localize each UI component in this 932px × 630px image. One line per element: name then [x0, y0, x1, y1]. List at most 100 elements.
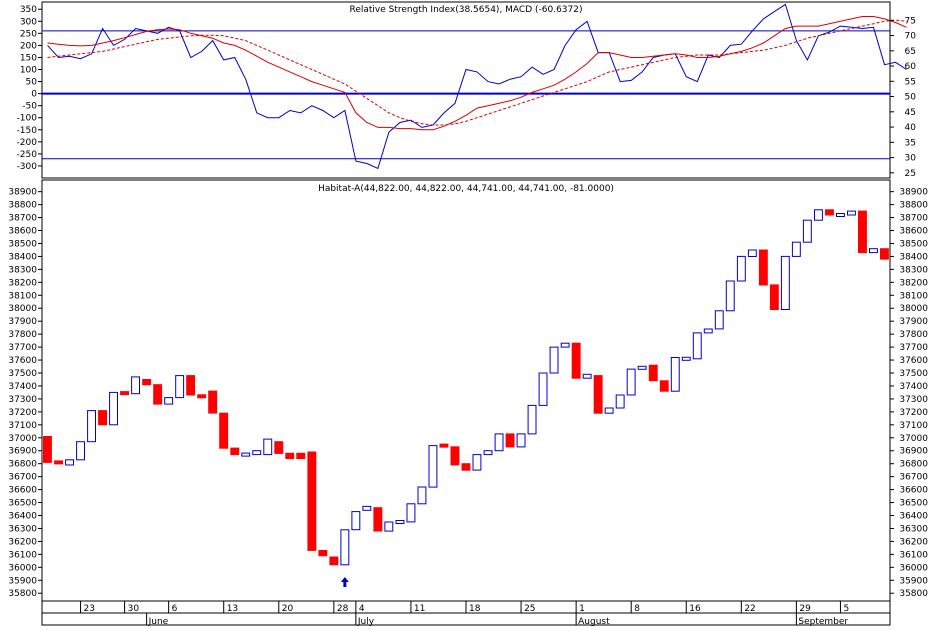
price-right-tick-label: 37300 [899, 395, 928, 405]
candle-30 [373, 507, 383, 532]
candle-21 [274, 441, 284, 454]
price-left-tick-label: 38700 [8, 214, 37, 224]
indicator-lines [47, 3, 907, 170]
price-panel-frame [41, 179, 891, 602]
price-right-tick-label: 36100 [899, 550, 928, 560]
price-left-tick-label: 38800 [8, 201, 37, 211]
candle-71 [825, 209, 834, 216]
candle-58 [681, 356, 691, 361]
month-tick-label: July [357, 617, 375, 626]
candle-76 [880, 248, 889, 260]
candle-25 [318, 550, 328, 557]
price-right-tick-label: 37000 [899, 434, 928, 444]
candle-69 [802, 219, 812, 243]
left-tick-label: -50 [22, 102, 37, 112]
candle-31 [384, 521, 394, 532]
left-tick-label: -100 [17, 114, 38, 124]
indicator-series-0 [47, 3, 907, 170]
candle-29 [362, 505, 372, 511]
candle-65 [758, 249, 768, 286]
candle-36 [439, 443, 449, 448]
right-tick-label: 50 [905, 93, 917, 103]
candle-13 [186, 375, 196, 396]
candle-35 [428, 445, 438, 488]
price-left-tick-label: 38500 [8, 239, 37, 249]
candle-16 [219, 412, 229, 449]
candle-0 [43, 436, 52, 463]
day-tick-label: 22 [744, 604, 755, 614]
price-right-tick-label: 38700 [899, 214, 928, 224]
price-left-tick-label: 37100 [8, 421, 37, 431]
candle-72 [836, 213, 845, 217]
candle-42 [505, 433, 515, 448]
indicator-series-2 [47, 19, 907, 126]
price-right-tick-label: 36500 [899, 499, 928, 509]
candle-7 [120, 391, 129, 396]
price-left-tick-label: 38000 [8, 304, 37, 314]
left-tick-label: -200 [17, 138, 38, 148]
candle-50 [593, 375, 603, 414]
price-left-tick-label: 38200 [8, 278, 37, 288]
price-right-tick-label: 38200 [899, 278, 928, 288]
day-tick-label: 18 [469, 604, 481, 614]
candle-63 [736, 255, 746, 282]
price-left-tick-label: 36400 [8, 512, 37, 522]
price-right-tick-label: 36900 [899, 447, 928, 457]
price-right-tick-label: 36700 [899, 473, 928, 483]
candle-73 [847, 210, 856, 216]
candle-34 [417, 486, 427, 505]
candle-39 [472, 454, 482, 471]
candle-8 [131, 376, 141, 395]
month-tick-label: June [148, 617, 169, 626]
candle-52 [615, 394, 625, 409]
marker-up-arrow-0 [340, 577, 349, 587]
price-left-tick-label: 37600 [8, 356, 37, 366]
candle-11 [164, 397, 174, 405]
candle-64 [747, 249, 757, 257]
price-left-tick-label: 37500 [8, 369, 37, 379]
left-tick-label: -300 [17, 162, 38, 172]
day-tick-label: 6 [172, 604, 178, 614]
candle-66 [769, 284, 779, 310]
price-right-tick-label: 38500 [899, 239, 928, 249]
candle-24 [307, 451, 317, 551]
indicator-panel-frame [41, 1, 891, 179]
price-right-tick-label: 37600 [899, 356, 928, 366]
price-right-tick-label: 35900 [899, 576, 928, 586]
left-tick-label: 150 [20, 53, 37, 63]
price-left-tick-label: 38400 [8, 252, 37, 262]
day-tick-label: 4 [359, 604, 365, 614]
price-right-tick-label: 38800 [899, 201, 928, 211]
right-tick-label: 45 [905, 108, 916, 118]
candle-2 [65, 459, 74, 466]
price-left-tick-label: 38100 [8, 291, 37, 301]
price-left-tick-label: 36500 [8, 499, 37, 509]
candle-23 [296, 452, 306, 459]
right-tick-label: 60 [905, 62, 917, 72]
price-right-tick-label: 37700 [899, 343, 928, 353]
candle-28 [351, 511, 361, 531]
right-tick-label: 35 [905, 138, 916, 148]
candle-74 [858, 210, 867, 254]
candle-40 [483, 450, 493, 456]
candle-51 [604, 407, 614, 414]
right-tick-label: 75 [905, 16, 916, 26]
candle-15 [208, 390, 218, 414]
left-tick-label: -150 [17, 126, 38, 136]
candle-33 [406, 503, 416, 523]
price-left-tick-label: 38300 [8, 265, 37, 275]
day-tick-label: 30 [128, 604, 140, 614]
candle-41 [494, 433, 504, 452]
candles [43, 209, 889, 587]
candle-70 [814, 209, 823, 221]
candle-59 [692, 332, 702, 360]
candle-19 [252, 450, 262, 456]
day-tick-label: 11 [414, 604, 425, 614]
candle-61 [714, 310, 724, 330]
left-tick-label: 0 [31, 90, 37, 100]
indicator-title: Relative Strength Index(38.5654), MACD (… [349, 5, 582, 15]
right-tick-label: 55 [905, 77, 916, 87]
left-tick-label: 350 [20, 5, 37, 15]
candle-75 [869, 248, 878, 254]
